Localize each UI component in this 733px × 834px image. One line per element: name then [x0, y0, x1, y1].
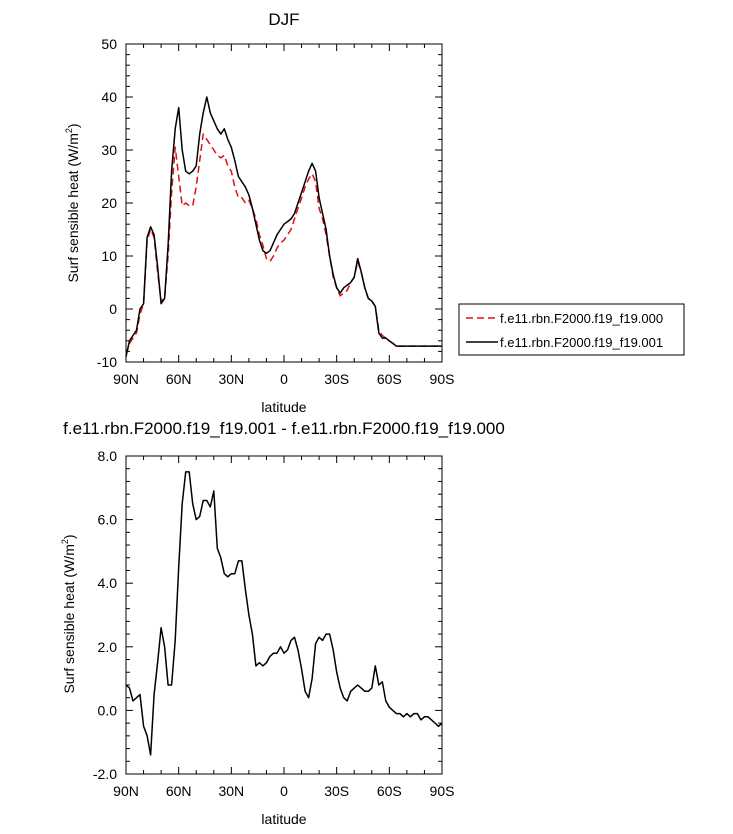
x-tick-label: 60N: [166, 371, 192, 387]
top-y-axis-label-main: Surf sensible heat (W/m: [65, 133, 81, 282]
x-tick-label: 30N: [218, 783, 244, 799]
bottom-y-tick-labels: -2.0 0.0 2.0 4.0 6.0 8.0: [93, 448, 117, 782]
top-axis-ticks: [125, 43, 443, 363]
x-tick-label: 60S: [377, 371, 402, 387]
top-y-axis-label: Surf sensible heat (W/m2): [64, 123, 81, 282]
x-tick-label: 30S: [324, 783, 349, 799]
y-tick-label: -10: [97, 354, 117, 370]
top-plot-frame: [125, 43, 443, 363]
bottom-chart-title: f.e11.rbn.F2000.f19_f19.001 - f.e11.rbn.…: [63, 419, 505, 438]
legend-label-series-1: f.e11.rbn.F2000.f19_f19.001: [500, 335, 663, 350]
x-tick-label: 60N: [166, 783, 192, 799]
bottom-y-axis-label-tail: ): [61, 534, 77, 539]
y-tick-label: 30: [101, 142, 117, 158]
x-tick-label: 90N: [113, 371, 139, 387]
x-tick-label: 0: [280, 371, 288, 387]
bottom-y-axis-label-main: Surf sensible heat (W/m: [61, 544, 77, 693]
y-tick-label: 50: [101, 36, 117, 52]
top-series-lines: [125, 96, 442, 357]
y-tick-label: -2.0: [93, 766, 117, 782]
bottom-x-tick-labels: 90N 60N 30N 0 30S 60S 90S: [113, 783, 454, 799]
y-tick-label: 8.0: [98, 448, 118, 464]
top-x-tick-labels: 90N 60N 30N 0 30S 60S 90S: [113, 371, 454, 387]
y-tick-label: 2.0: [98, 639, 118, 655]
bottom-y-axis-label: Surf sensible heat (W/m2): [60, 534, 77, 693]
top-y-axis-label-tail: ): [65, 123, 81, 128]
bottom-axis-ticks: [125, 455, 443, 775]
top-x-axis-label: latitude: [261, 399, 306, 415]
bottom-series-lines: [125, 471, 443, 756]
y-tick-label: 10: [101, 248, 117, 264]
x-tick-label: 0: [280, 783, 288, 799]
x-tick-label: 30N: [218, 371, 244, 387]
series-line-0: [125, 133, 442, 355]
series-line-1: [125, 96, 442, 357]
bottom-chart: f.e11.rbn.F2000.f19_f19.001 - f.e11.rbn.…: [60, 419, 505, 827]
top-y-tick-labels: -10 0 10 20 30 40 50: [97, 36, 117, 370]
bottom-plot-frame: [125, 455, 443, 775]
y-tick-label: 0: [109, 301, 117, 317]
top-y-axis-label-sup: 2: [64, 128, 74, 133]
x-tick-label: 30S: [324, 371, 349, 387]
x-tick-label: 90S: [430, 783, 455, 799]
x-tick-label: 90S: [430, 371, 455, 387]
series-line-0: [125, 471, 443, 756]
top-legend: f.e11.rbn.F2000.f19_f19.000 f.e11.rbn.F2…: [458, 303, 685, 356]
y-tick-label: 4.0: [98, 575, 118, 591]
legend-label-series-0: f.e11.rbn.F2000.f19_f19.000: [500, 311, 663, 326]
x-tick-label: 60S: [377, 783, 402, 799]
y-tick-label: 6.0: [98, 512, 118, 528]
top-chart-title: DJF: [268, 10, 299, 29]
y-tick-label: 0.0: [98, 702, 118, 718]
top-chart: DJF -10 0 10 20 30 40 50 90N 60N 30N 0 30S 60S 90S l…: [64, 10, 685, 415]
y-tick-label: 40: [101, 89, 117, 105]
legend-box: [458, 303, 685, 356]
bottom-y-axis-label-sup: 2: [60, 539, 70, 544]
y-tick-label: 20: [101, 195, 117, 211]
bottom-x-axis-label: latitude: [261, 811, 306, 827]
x-tick-label: 90N: [113, 783, 139, 799]
